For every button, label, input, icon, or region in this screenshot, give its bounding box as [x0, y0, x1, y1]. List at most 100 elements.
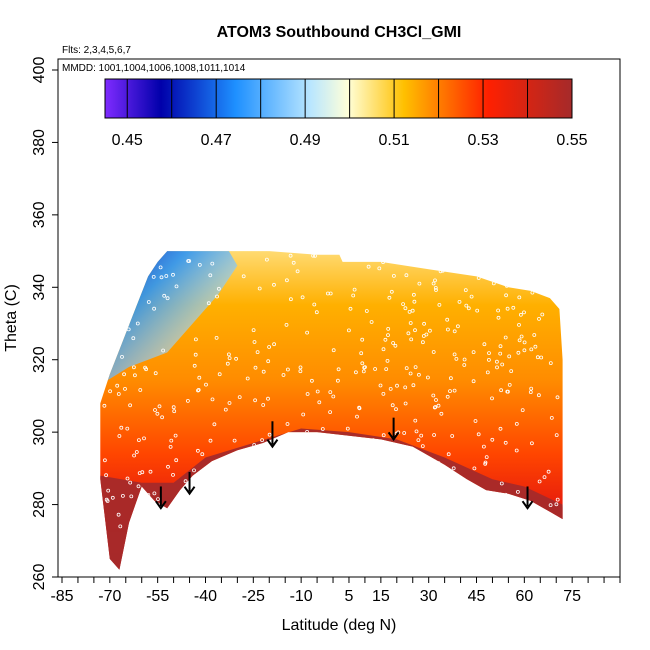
observation-point — [448, 376, 453, 381]
observation-point — [195, 491, 200, 496]
observation-point — [138, 536, 143, 540]
observation-point — [452, 352, 457, 357]
observation-point — [393, 343, 398, 348]
observation-point — [355, 414, 359, 419]
observation-point — [290, 538, 294, 543]
observation-point — [370, 494, 374, 498]
observation-point — [431, 393, 436, 398]
observation-point — [462, 564, 466, 569]
observation-point — [472, 466, 477, 471]
observation-point — [227, 401, 232, 405]
observation-point — [352, 287, 357, 292]
observation-point — [312, 302, 317, 307]
observation-point — [191, 558, 196, 563]
arrows — [155, 417, 534, 510]
observation-point — [184, 555, 189, 560]
observation-point — [439, 536, 444, 541]
observation-point — [546, 469, 551, 474]
observation-point — [281, 373, 286, 377]
observation-point — [195, 448, 200, 453]
observation-point — [333, 528, 338, 533]
observation-point — [299, 500, 304, 505]
observation-point — [537, 479, 542, 484]
observation-point — [434, 288, 438, 292]
observation-point — [313, 567, 318, 570]
observation-point — [487, 351, 491, 356]
observation-point — [498, 351, 503, 356]
observation-point — [291, 260, 296, 265]
observation-point — [335, 378, 340, 383]
observation-point — [263, 457, 267, 462]
observation-point — [285, 422, 290, 426]
observation-point — [131, 542, 136, 547]
observation-point — [245, 376, 250, 381]
observation-point — [366, 264, 371, 269]
curtain-field — [100, 251, 563, 570]
observation-point — [161, 348, 166, 353]
observation-point — [422, 321, 427, 326]
observation-point — [360, 361, 365, 366]
observation-point — [136, 438, 141, 443]
observation-point — [121, 493, 125, 498]
observation-point — [325, 444, 330, 449]
observation-point — [305, 479, 309, 484]
observation-point — [520, 504, 525, 509]
observation-point — [226, 352, 231, 357]
observation-point — [165, 296, 170, 301]
observation-point — [357, 406, 362, 411]
y-tick-label: 400 — [31, 57, 48, 84]
observation-point — [310, 472, 315, 477]
observation-point — [281, 508, 286, 512]
observation-point — [455, 508, 460, 513]
observation-point — [486, 357, 491, 362]
x-tick-label: -85 — [50, 588, 73, 605]
observation-point — [311, 444, 316, 449]
observation-point — [381, 347, 386, 352]
observation-point — [411, 383, 416, 388]
y-tick-label: 380 — [31, 129, 48, 156]
observation-point — [136, 484, 141, 489]
observation-point — [519, 334, 524, 339]
observation-point — [151, 274, 156, 279]
observation-point — [549, 415, 554, 420]
observation-point — [266, 359, 271, 364]
colorbar-label: 0.49 — [290, 132, 321, 149]
observation-point — [282, 561, 287, 565]
observation-point — [102, 301, 107, 306]
observation-point — [108, 304, 112, 309]
observation-point — [131, 336, 136, 341]
observation-point — [392, 538, 397, 543]
observation-point — [484, 455, 489, 460]
observation-point — [542, 475, 547, 480]
observation-point — [217, 372, 222, 377]
observation-point — [448, 389, 452, 394]
observation-point — [162, 293, 167, 298]
observation-point — [233, 500, 238, 505]
observation-point — [253, 365, 258, 370]
observation-point — [453, 266, 458, 271]
observation-point — [427, 328, 432, 333]
observation-point — [193, 352, 198, 357]
observation-point — [155, 411, 160, 416]
observation-point — [403, 401, 408, 406]
observation-point — [101, 274, 106, 279]
x-axis: -85 -70 -55 -40 -25 -10 5 15 30 45 60 75 — [50, 577, 621, 605]
observation-point — [498, 426, 503, 431]
observation-point — [129, 494, 134, 499]
observation-point — [237, 395, 242, 400]
observation-point — [509, 369, 514, 374]
observation-point — [414, 491, 419, 496]
observation-point — [544, 519, 548, 523]
observation-point — [434, 398, 438, 402]
observation-point — [326, 529, 331, 533]
observation-point — [497, 553, 502, 558]
y-axis-label: Theta (C) — [3, 284, 20, 352]
observation-point — [413, 328, 417, 333]
observation-point — [500, 525, 505, 530]
observation-point — [351, 293, 356, 298]
observation-point — [382, 494, 387, 498]
observation-point — [171, 472, 175, 477]
observation-point — [369, 320, 374, 324]
observation-point — [103, 565, 108, 570]
observation-point — [378, 383, 383, 388]
